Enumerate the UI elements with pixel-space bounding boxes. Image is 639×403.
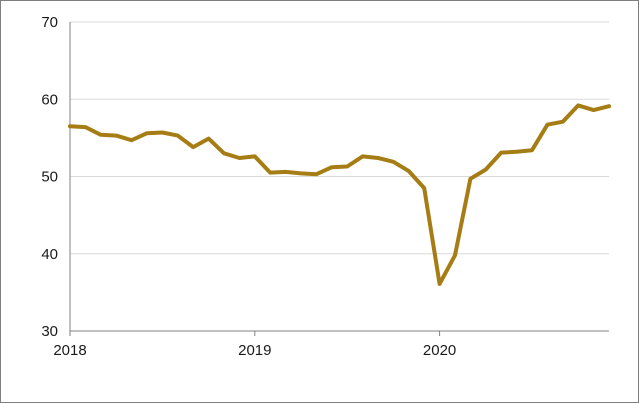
y-axis-ticks: 30 40 50 60 70 — [41, 14, 58, 340]
gridlines — [70, 21, 609, 255]
y-tick-label: 70 — [41, 14, 58, 31]
y-tick-label: 30 — [41, 323, 58, 340]
x-axis-ticks: 2018 2019 2020 — [53, 331, 456, 359]
x-tick-label: 2018 — [53, 342, 86, 359]
axes — [69, 22, 609, 332]
x-tick-label: 2020 — [423, 342, 456, 359]
x-tick-label: 2019 — [238, 342, 271, 359]
series-line — [68, 103, 611, 286]
y-tick-label: 60 — [41, 91, 58, 108]
y-tick-label: 50 — [41, 169, 58, 186]
y-tick-label: 40 — [41, 246, 58, 263]
series-layer — [68, 103, 611, 286]
